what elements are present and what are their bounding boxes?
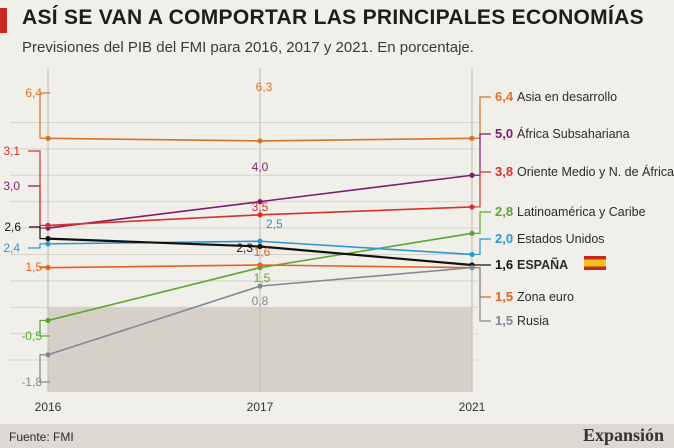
data-label: -0,5 [21,329,42,343]
series-españa: 2,62,31,6 ESPAÑA [4,220,606,272]
data-label: 2,5 [266,217,283,231]
legend-entry: Oriente Medio y N. de África [517,164,674,179]
series-asia-en-desarrollo: 6,4 6,36,4 Asia en desarrollo [25,80,617,144]
series-left-connector [39,266,50,269]
spain-flag-icon [584,256,606,270]
data-label: 2,6 [4,220,21,234]
data-label: 2,3 [236,241,253,255]
data-point [257,238,263,244]
data-point [257,283,263,289]
data-label: 3,0 [3,179,20,193]
data-point [257,199,263,205]
data-point [469,251,475,258]
chart-title: ASÍ SE VAN A COMPORTAR LAS PRINCIPALES E… [22,6,644,29]
data-point [257,212,263,218]
data-point [469,135,475,141]
chart-subtitle: Previsiones del PIB del FMI para 2016, 2… [22,39,474,56]
series-left-connector [29,226,48,240]
data-label: 3,8 [495,164,513,179]
series-right-connector [472,238,491,256]
series-left-connector [39,354,50,383]
series-rusia: -1,8 0,8 1,5 Rusia [21,265,549,389]
data-label: 3,1 [3,144,20,158]
data-label: 1,5 [25,260,42,274]
data-point [469,265,475,271]
data-label: 2,4 [3,241,20,255]
series-right-connector [472,211,491,234]
data-point [45,352,51,358]
series-oriente-medio-y-n-de-áfrica: 3,1 3,5 3,8 Oriente Medio y N. de África [3,144,674,228]
series-left-connector [39,92,50,139]
data-label: 1,6 [495,257,513,272]
series-left-connector [28,150,48,226]
series-estados-unidos: 2,4 2,5 2,0 Estados Unidos [3,217,605,258]
data-label: 1,6 [254,245,271,259]
series-right-connector [472,267,491,298]
data-point [257,243,263,250]
data-point [469,172,475,178]
data-label: 1,5 [254,271,271,285]
data-label: 1,5 [495,289,513,304]
data-point [45,317,51,324]
flag-yellow [584,259,606,267]
series-right-connector [472,96,491,139]
data-label: 3,5 [252,200,269,214]
brand-logo: Expansión [582,425,664,445]
data-point [45,135,51,141]
footer-bar [0,424,674,448]
legend-entry: Zona euro [517,290,574,304]
x-tick-label: 2017 [247,400,274,414]
data-label: 1,5 [495,313,513,328]
data-point [45,241,51,247]
legend-entry: Latinoamérica y Caribe [517,205,646,219]
series-left-connector [28,185,48,229]
source-note: Fuente: FMI [9,430,74,444]
data-label: 5,0 [495,126,513,141]
data-label: 0,8 [252,294,269,308]
data-point [45,222,51,228]
series-right-connector [472,267,491,322]
data-point [257,262,263,268]
data-label: 6,4 [495,89,514,104]
legend-entry: Asia en desarrollo [517,90,617,104]
series-zona-euro: 1,5 1,6 1,5 Zona euro [25,245,574,304]
data-label: 6,4 [25,86,42,100]
data-label: 6,3 [256,80,273,94]
legend-entry: África Subsahariana [517,126,630,141]
data-label: -1,8 [21,375,42,389]
data-point [45,236,51,242]
series-right-connector [472,171,491,208]
series-right-connector [472,133,491,176]
legend-entry: Rusia [517,314,549,328]
series-latinoamérica-y-caribe: -0,5 1,5 2,8 Latinoamérica y Caribe [21,204,645,343]
series-left-connector [39,319,50,337]
data-point [257,138,263,144]
x-tick-label: 2016 [35,400,62,414]
legend-entry: Estados Unidos [517,232,605,246]
x-tick-label: 2021 [459,400,486,414]
data-label: 2,8 [495,204,513,219]
data-label: 2,0 [495,231,513,246]
data-point [469,230,475,236]
data-point [45,265,51,271]
data-label: 4,0 [252,160,269,174]
data-point [469,204,475,210]
legend-entry: ESPAÑA [517,257,568,272]
title-accent-bar [0,8,7,33]
series-left-connector [28,243,48,249]
